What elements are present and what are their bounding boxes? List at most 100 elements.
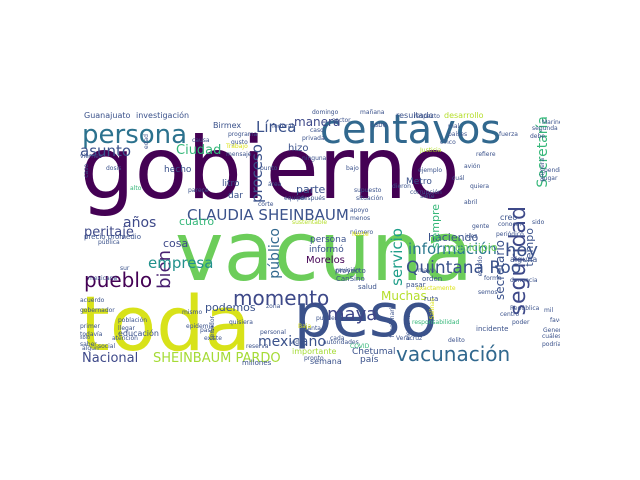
word: menos [350,215,371,222]
word: SHEINBAUM PARDO [153,351,281,366]
word: privada [302,135,325,142]
word: ruta [424,295,439,303]
word: Marine [542,119,560,126]
word: dieron [392,183,411,190]
word: población [118,317,148,324]
word: hoy [505,240,539,261]
word: litro [222,179,240,189]
word: empresa [148,254,214,272]
word: llegar [118,325,135,332]
word: hecho [164,165,192,175]
word: acuerdo [80,297,105,304]
word: alguna [510,255,538,264]
word: causa [192,137,210,144]
word: Morelos [306,255,345,266]
word: peritaje [84,225,134,240]
word: hizo [288,143,309,154]
word: mañana [360,109,385,116]
word: cuáles [542,333,560,340]
word: mayo [418,267,435,274]
word: refiere [476,151,496,158]
word: abril [464,199,478,206]
word: mexicana [88,275,118,282]
word: cabo [370,121,387,129]
word: precio promedio [84,233,142,241]
word: avión [464,163,481,170]
word: gente [472,223,490,230]
word: exactamente [416,285,456,292]
word: maya [327,304,378,325]
word: supuesto [354,187,382,194]
word: Baja [298,323,312,330]
word: revisión [336,267,360,274]
word: poder [512,319,530,326]
word: alto [130,185,142,192]
word: área [268,181,282,188]
word: Guanajuato [84,111,131,120]
word: cosa [163,237,189,250]
word: zona [266,303,281,310]
word: pasar [406,281,426,289]
word: ninguna [302,155,327,162]
word: mil [544,307,554,314]
word: caso [83,164,90,178]
word: segunda [532,125,558,132]
word: República [510,305,540,312]
word: gusto [231,139,248,146]
word: delito [448,337,465,344]
word: autoridades [323,339,359,346]
word: forma [484,275,502,282]
word: mal [448,123,460,130]
word: importante [292,347,337,356]
word: toda [80,279,252,368]
word: años [123,215,157,231]
word: millones [242,359,272,367]
word: proyecto [335,267,366,275]
word: social [98,343,116,350]
word: sólo [80,335,91,341]
word: sustentable [292,219,328,226]
word: lugar [542,175,558,182]
word: pasó [200,327,215,334]
word: gobierno [80,119,460,219]
word: Justicia [420,147,442,154]
word: resultado [396,111,434,120]
word: cada [330,335,345,342]
word: caso [310,127,324,134]
word: planta [302,325,321,332]
word: personal [260,329,286,336]
word: después [300,195,326,202]
word: Salinas [429,298,436,320]
word: ejemplo [418,167,443,174]
word: parece [188,187,209,194]
word: Metro [406,177,432,187]
word: Ciudad [176,143,222,158]
word: vacuna [175,205,474,300]
word: dosis [106,165,122,172]
word: investigación [136,111,190,120]
word: programa [228,131,258,138]
word: podemos [205,301,256,314]
word: vacunación [396,342,511,366]
word: siete [420,193,435,200]
word: persona [82,120,188,150]
word: semos [478,289,498,296]
word: COVID [350,343,370,350]
word: existe [204,335,222,342]
word: salud [358,283,377,291]
word: orden [422,275,443,283]
word: mexicano [258,334,326,350]
word: corrupción [410,189,442,196]
word: Línea [256,118,297,136]
word: denuncia [510,277,538,284]
word: juez [465,233,478,240]
word: viernes [80,153,102,160]
word: sector [332,117,351,124]
word: educación [118,329,159,338]
word: haciendo [428,231,479,244]
word: Muchas [381,289,427,303]
word: siempre [429,204,442,249]
word: respecto [414,113,440,120]
word: bajo [346,165,359,172]
word: número [350,229,374,236]
